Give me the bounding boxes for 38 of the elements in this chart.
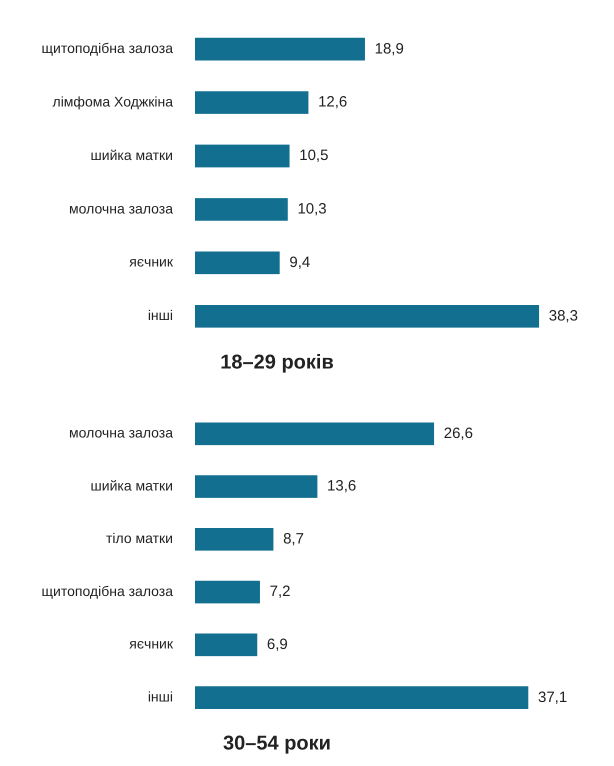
bar xyxy=(195,304,540,328)
y-tick-label: інші xyxy=(148,688,173,704)
data-label: 18,9 xyxy=(374,40,404,58)
bar xyxy=(195,475,318,498)
data-label: 10,5 xyxy=(299,147,328,164)
text: 18–29 років xyxy=(220,352,334,374)
bar xyxy=(195,686,528,709)
y-tick-label: молочна залоза xyxy=(69,424,174,441)
data-label: 12,6 xyxy=(318,94,348,111)
bar xyxy=(195,144,290,168)
y-tick-label: шийка матки xyxy=(90,477,173,494)
bar xyxy=(195,422,434,446)
bar xyxy=(195,91,308,114)
text: 30–54 роки xyxy=(223,732,331,755)
y-tick-label: молочна залоза xyxy=(69,200,174,216)
y-tick-label: шийка матки xyxy=(90,146,173,163)
data-label: 6,9 xyxy=(266,636,288,653)
data-label: 8,7 xyxy=(283,530,304,548)
bar xyxy=(195,634,258,656)
bar xyxy=(195,528,274,551)
data-label: 26,6 xyxy=(444,424,473,442)
y-tick-label: інші xyxy=(148,307,173,324)
bar xyxy=(195,252,280,274)
bar xyxy=(195,198,288,221)
data-label: 10,3 xyxy=(297,200,327,218)
y-tick-label: яєчник xyxy=(129,636,174,652)
data-label: 7,2 xyxy=(270,583,290,600)
bar xyxy=(195,580,260,604)
bar xyxy=(195,38,365,60)
data-label: 9,4 xyxy=(289,254,310,271)
data-label: 37,1 xyxy=(538,688,568,706)
y-tick-label: щитоподібна залоза xyxy=(41,40,174,56)
y-tick-label: лімфома Ходжкіна xyxy=(52,93,174,110)
y-tick-label: яєчник xyxy=(129,254,174,270)
y-tick-label: тіло матки xyxy=(106,530,173,546)
y-tick-label: щитоподібна залоза xyxy=(41,582,174,599)
data-label: 38,3 xyxy=(548,307,578,324)
data-label: 13,6 xyxy=(327,478,356,495)
